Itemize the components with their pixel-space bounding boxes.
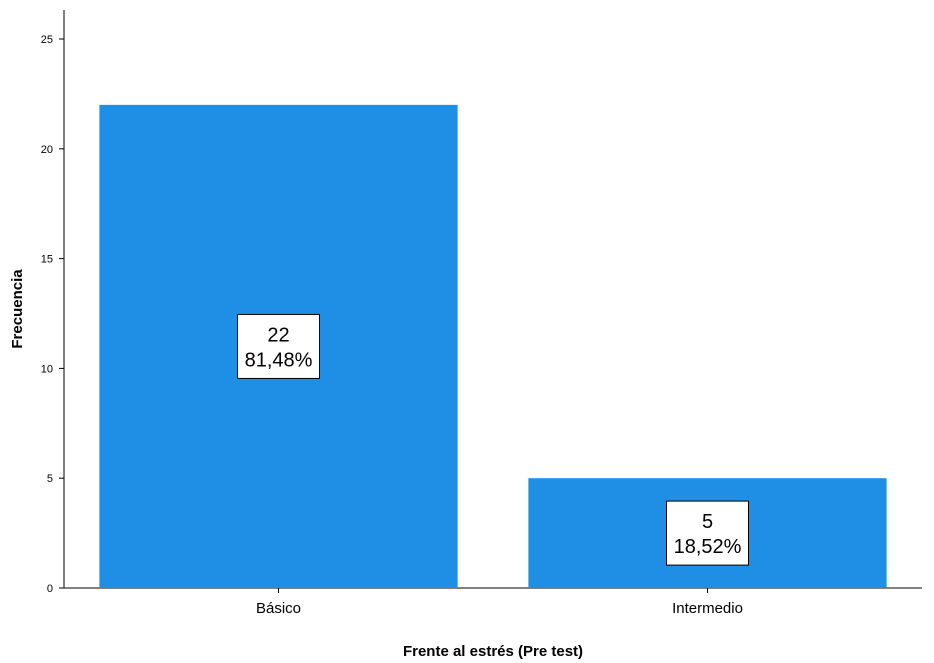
data-label-percent: 81,48%	[245, 349, 313, 371]
x-category-label: Básico	[256, 600, 301, 617]
x-category-label: Intermedio	[672, 600, 743, 617]
data-label-box	[237, 313, 320, 379]
data-label-box	[666, 500, 749, 566]
y-tick-label: 25	[41, 34, 53, 46]
data-label-percent: 18,52%	[674, 536, 742, 558]
y-axis: 0 5 10 15 20 25	[41, 10, 65, 595]
y-axis-title: Frecuencia	[9, 269, 26, 349]
data-label-count: 5	[702, 511, 713, 533]
y-tick-label: 10	[41, 363, 53, 375]
y-tick-label: 15	[41, 254, 53, 266]
y-tick-label: 5	[47, 473, 53, 485]
y-tick-label: 0	[47, 583, 53, 595]
data-label-count: 22	[267, 324, 289, 346]
x-axis-title: Frente al estrés (Pre test)	[403, 643, 583, 660]
y-tick-label: 20	[41, 144, 53, 156]
